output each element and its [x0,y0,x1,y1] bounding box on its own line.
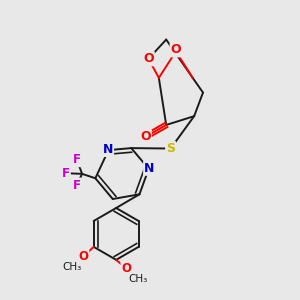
Text: O: O [78,250,88,263]
Text: N: N [103,143,113,156]
Text: F: F [73,178,81,191]
Text: F: F [62,167,70,180]
Text: O: O [171,44,181,56]
Text: O: O [140,130,151,143]
Text: F: F [73,153,81,166]
Text: N: N [144,162,154,175]
Text: S: S [166,142,175,155]
Text: CH₃: CH₃ [63,262,82,272]
Text: O: O [122,262,131,275]
Text: O: O [143,52,154,65]
Text: CH₃: CH₃ [128,274,147,284]
